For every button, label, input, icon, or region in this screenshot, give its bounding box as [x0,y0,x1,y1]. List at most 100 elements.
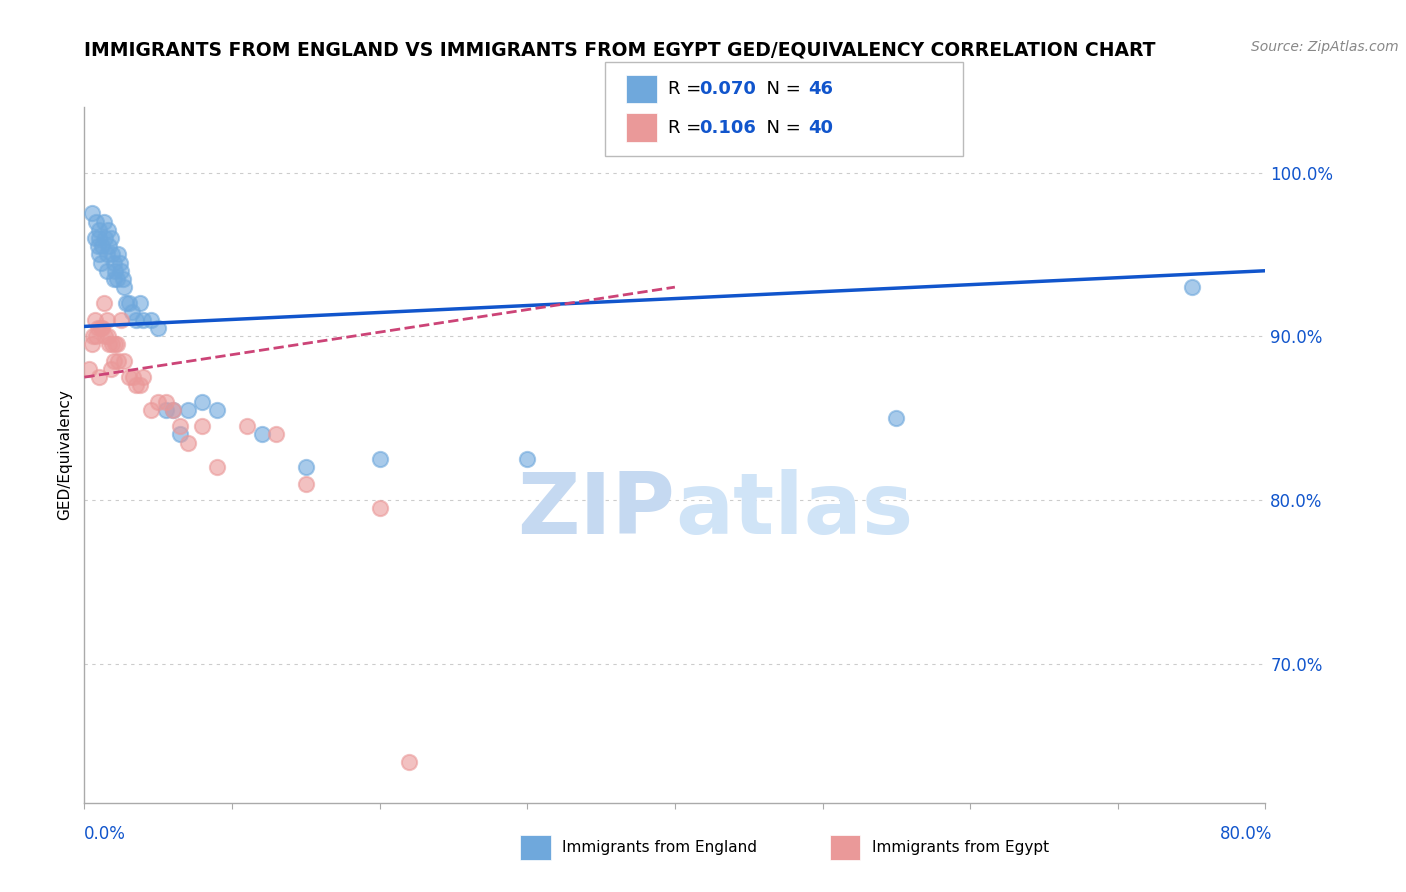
Point [104,264,127,278]
Point [82,329,104,343]
Text: R =: R = [668,119,707,136]
Text: Source: ZipAtlas.com: Source: ZipAtlas.com [1251,40,1399,54]
Point [114,296,136,310]
Point [132,370,155,384]
Point [122,370,145,384]
Text: IMMIGRANTS FROM ENGLAND VS IMMIGRANTS FROM EGYPT GED/EQUIVALENCY CORRELATION CHA: IMMIGRANTS FROM ENGLAND VS IMMIGRANTS FR… [84,40,1156,59]
Point [80,206,103,220]
Text: 0.070: 0.070 [699,80,755,98]
Point [103,353,125,368]
Point [105,272,128,286]
Point [98,337,121,351]
Point [89,231,111,245]
Y-axis label: GED/Equivalency: GED/Equivalency [58,390,73,520]
Text: 46: 46 [808,80,834,98]
Point [295,460,318,475]
Text: N =: N = [755,80,807,98]
Point [103,255,125,269]
Point [148,321,170,335]
Point [205,403,228,417]
Point [91,321,114,335]
Point [1181,280,1204,294]
Point [139,403,162,417]
Point [162,403,184,417]
Point [205,460,228,475]
Point [162,403,184,417]
Point [89,247,111,261]
Point [100,231,122,245]
Point [118,296,141,310]
Text: R =: R = [668,80,707,98]
Point [107,247,129,261]
Point [112,353,135,368]
Point [398,755,420,769]
Point [101,337,124,351]
Point [250,427,273,442]
Point [96,247,118,261]
Point [169,419,191,434]
Point [107,353,129,368]
Point [103,272,125,286]
Point [121,304,143,318]
Point [94,329,117,343]
Point [295,476,318,491]
Point [516,452,538,467]
Point [93,214,115,228]
Point [169,427,191,442]
Point [83,313,105,327]
Point [96,264,118,278]
Text: 40: 40 [808,119,834,136]
Text: ZIP: ZIP [517,469,675,552]
Point [118,370,141,384]
Point [89,370,111,384]
Text: 0.106: 0.106 [699,119,755,136]
Point [96,313,118,327]
Point [368,501,391,516]
Point [236,419,259,434]
Point [155,394,177,409]
Point [89,223,111,237]
Point [108,255,131,269]
Point [191,419,214,434]
Text: atlas: atlas [675,469,912,552]
Point [886,411,908,425]
Point [77,362,100,376]
Text: Immigrants from England: Immigrants from England [562,840,758,855]
Point [94,231,117,245]
Point [91,239,114,253]
Point [90,255,112,269]
Point [98,239,121,253]
Text: N =: N = [755,119,807,136]
Point [97,223,120,237]
Point [101,247,124,261]
Point [86,321,108,335]
Point [86,239,108,253]
Point [80,337,103,351]
Point [105,337,128,351]
Point [368,452,391,467]
Point [139,313,162,327]
Point [129,378,152,392]
Point [177,403,200,417]
Point [264,427,288,442]
Point [97,329,120,343]
Text: Immigrants from Egypt: Immigrants from Egypt [872,840,1049,855]
Point [90,321,112,335]
Point [83,231,105,245]
Point [125,378,148,392]
Point [132,313,155,327]
Point [104,337,127,351]
Point [93,296,115,310]
Point [110,313,132,327]
Text: 0.0%: 0.0% [84,825,127,843]
Point [84,329,107,343]
Point [84,214,107,228]
Point [155,403,177,417]
Point [112,280,135,294]
Point [191,394,214,409]
Text: 80.0%: 80.0% [1220,825,1272,843]
Point [125,313,148,327]
Point [110,264,132,278]
Point [148,394,170,409]
Point [111,272,134,286]
